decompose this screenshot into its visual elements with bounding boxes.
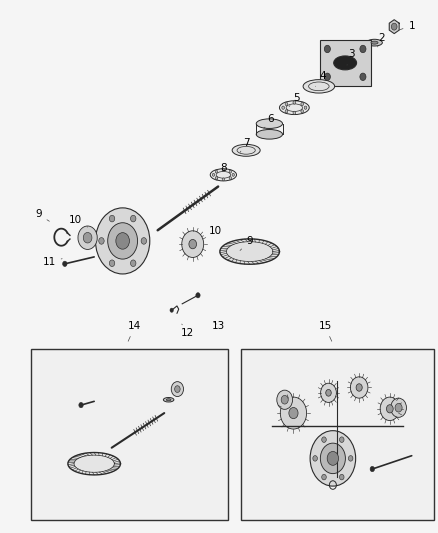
Circle shape xyxy=(395,403,402,412)
Circle shape xyxy=(324,73,330,80)
Text: 10: 10 xyxy=(69,215,88,227)
Ellipse shape xyxy=(166,399,171,401)
Polygon shape xyxy=(389,20,399,34)
Circle shape xyxy=(282,106,285,109)
Circle shape xyxy=(222,178,225,181)
Circle shape xyxy=(313,456,318,461)
Text: 1: 1 xyxy=(399,21,415,30)
Text: 9: 9 xyxy=(35,209,49,221)
Circle shape xyxy=(293,101,296,104)
Text: 7: 7 xyxy=(240,139,250,152)
Circle shape xyxy=(304,106,307,109)
Polygon shape xyxy=(220,239,279,264)
Circle shape xyxy=(350,377,368,398)
Circle shape xyxy=(79,402,83,408)
Circle shape xyxy=(285,110,288,113)
Circle shape xyxy=(326,390,331,396)
Circle shape xyxy=(281,395,288,404)
Circle shape xyxy=(289,407,298,419)
Circle shape xyxy=(380,397,399,421)
Text: 11: 11 xyxy=(42,257,62,267)
Ellipse shape xyxy=(256,119,283,128)
Circle shape xyxy=(78,226,97,249)
Circle shape xyxy=(301,102,304,106)
Bar xyxy=(320,40,371,86)
Circle shape xyxy=(110,215,115,222)
Ellipse shape xyxy=(163,398,174,402)
Circle shape xyxy=(215,170,218,173)
Circle shape xyxy=(229,176,232,180)
Circle shape xyxy=(141,238,147,244)
Circle shape xyxy=(99,238,104,244)
Circle shape xyxy=(171,382,184,397)
Text: 3: 3 xyxy=(347,50,355,65)
Bar xyxy=(241,349,434,520)
Text: 13: 13 xyxy=(212,321,225,331)
Ellipse shape xyxy=(303,79,335,93)
Circle shape xyxy=(232,173,234,176)
Circle shape xyxy=(116,232,130,249)
Text: 8: 8 xyxy=(217,164,227,180)
Text: 6: 6 xyxy=(264,115,274,129)
Ellipse shape xyxy=(367,39,382,46)
Circle shape xyxy=(356,384,362,391)
Circle shape xyxy=(215,176,218,180)
Circle shape xyxy=(392,23,397,30)
Text: 2: 2 xyxy=(378,34,385,47)
Circle shape xyxy=(320,443,346,474)
Circle shape xyxy=(322,437,326,442)
Circle shape xyxy=(310,431,356,486)
Circle shape xyxy=(339,437,344,442)
Circle shape xyxy=(386,405,393,413)
Ellipse shape xyxy=(371,41,378,44)
Circle shape xyxy=(391,398,406,417)
Circle shape xyxy=(212,173,215,176)
Circle shape xyxy=(280,397,307,429)
Ellipse shape xyxy=(279,101,309,115)
Circle shape xyxy=(339,474,344,480)
Text: 4: 4 xyxy=(315,71,326,86)
Circle shape xyxy=(360,45,366,53)
Circle shape xyxy=(324,45,330,53)
Circle shape xyxy=(131,260,136,266)
Circle shape xyxy=(95,208,150,274)
Circle shape xyxy=(327,451,339,465)
Circle shape xyxy=(229,170,232,173)
Ellipse shape xyxy=(210,169,237,181)
Text: 15: 15 xyxy=(318,321,332,341)
Bar xyxy=(31,349,228,520)
Circle shape xyxy=(360,73,366,80)
Text: 14: 14 xyxy=(128,321,141,341)
Circle shape xyxy=(175,386,180,392)
Text: 5: 5 xyxy=(289,93,300,107)
Circle shape xyxy=(63,261,67,266)
Circle shape xyxy=(301,110,304,113)
Ellipse shape xyxy=(232,144,260,156)
Text: 12: 12 xyxy=(181,324,194,337)
Ellipse shape xyxy=(256,130,283,139)
Circle shape xyxy=(189,239,197,249)
Text: 9: 9 xyxy=(240,236,253,251)
Circle shape xyxy=(277,390,293,409)
Polygon shape xyxy=(68,453,120,475)
Circle shape xyxy=(108,223,138,259)
Circle shape xyxy=(321,383,336,402)
Circle shape xyxy=(370,466,374,472)
Circle shape xyxy=(131,215,136,222)
Circle shape xyxy=(196,293,200,298)
Circle shape xyxy=(83,232,92,243)
Circle shape xyxy=(348,456,353,461)
Circle shape xyxy=(222,169,225,172)
Circle shape xyxy=(170,308,173,312)
Circle shape xyxy=(285,102,288,106)
Ellipse shape xyxy=(334,56,357,70)
Text: 10: 10 xyxy=(201,226,222,237)
Circle shape xyxy=(182,231,204,257)
Circle shape xyxy=(110,260,115,266)
Circle shape xyxy=(322,474,326,480)
Circle shape xyxy=(293,111,296,115)
